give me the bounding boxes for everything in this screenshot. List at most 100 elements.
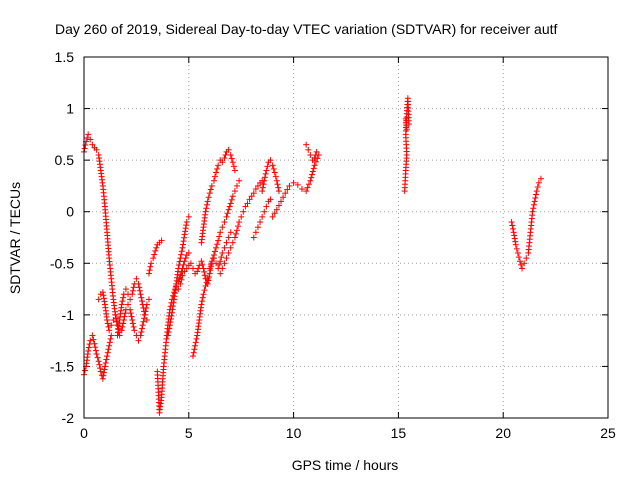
data-point [203,279,210,286]
data-point [178,251,185,258]
data-point [136,284,143,291]
data-point [176,262,183,269]
data-point [309,171,316,178]
data-point [273,206,280,213]
data-point [119,298,126,305]
data-point [213,169,220,176]
data-point [140,318,147,325]
data-point [213,244,220,251]
data-point [227,229,234,236]
data-point [97,365,104,372]
data-point [224,210,231,217]
data-point [267,157,274,164]
data-point [164,332,171,339]
data-point [312,151,319,158]
data-point [282,190,289,197]
data-point [229,193,236,200]
data-point [129,287,136,294]
data-point [104,317,111,324]
data-point [227,200,234,207]
data-point [102,359,109,366]
data-point [221,219,228,226]
data-point [510,229,517,236]
data-point [264,163,271,170]
data-point [167,319,174,326]
data-point [95,296,102,303]
data-point [179,244,186,251]
data-point [196,262,203,269]
data-point [509,225,516,232]
data-point [185,249,192,256]
data-point [182,225,189,232]
data-point [278,198,285,205]
data-point [533,188,540,195]
data-point [129,317,136,324]
data-point [138,294,145,301]
data-point [181,268,188,275]
data-point [133,275,140,282]
data-point [169,309,176,316]
data-point [166,325,173,332]
data-point [122,286,129,293]
data-point [94,354,101,361]
data-point [218,254,225,261]
data-point [514,249,521,256]
data-point [275,188,282,195]
data-point [509,222,516,229]
data-point [217,229,224,236]
data-point [261,174,268,181]
data-point [190,349,197,356]
x-tick-label: 5 [185,425,193,441]
data-point [312,158,319,165]
data-point [261,177,268,184]
data-point [516,258,523,265]
data-point [308,174,315,181]
data-point [125,301,132,308]
data-point [254,182,261,189]
data-point [225,249,232,256]
data-point [263,203,270,210]
data-point [146,267,153,274]
data-point [263,167,270,174]
data-point [294,181,301,188]
data-point [219,159,226,166]
data-point [512,238,519,245]
data-point [168,312,175,319]
data-point [105,346,112,353]
data-point [212,173,218,180]
data-point [203,205,210,212]
data-point [141,311,148,318]
data-point [275,202,282,209]
data-point [201,287,208,294]
data-point [313,148,320,155]
data-point [153,244,160,251]
data-point [234,182,241,189]
data-point [303,188,310,195]
data-point [200,265,207,272]
data-point [213,260,220,267]
data-point [194,268,201,275]
data-point [205,194,212,201]
data-point [129,291,136,298]
data-point [118,327,125,334]
data-point [234,227,241,234]
data-point [97,368,104,375]
data-point [85,344,92,351]
data-point [101,298,108,305]
data-point [135,280,142,287]
data-point [259,184,266,191]
data-point [175,286,182,293]
data-point [93,351,100,358]
data-point [309,168,316,175]
data-point [215,237,222,244]
data-point [81,145,88,152]
data-point [99,375,106,382]
data-point [140,304,147,311]
data-point [183,219,190,226]
data-point [259,213,266,220]
data-point [250,190,257,197]
data-point [310,165,317,172]
data-point [106,327,113,334]
data-point [269,162,276,169]
y-tick-label: -0.5 [50,255,74,271]
